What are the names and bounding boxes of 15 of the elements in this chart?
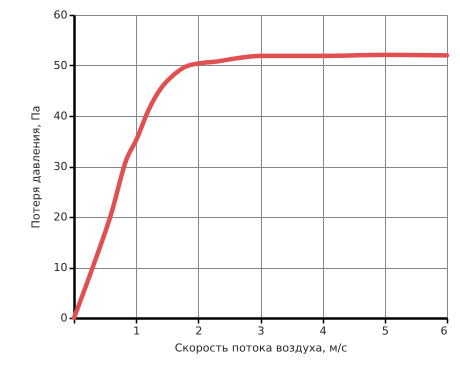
x-tick-label: 6 xyxy=(440,324,448,338)
x-tick-label: 2 xyxy=(195,324,202,338)
x-tick-label: 5 xyxy=(382,324,389,338)
x-tick-label: 1 xyxy=(133,324,140,338)
x-axis-title: Скорость потока воздуха, м/с xyxy=(174,342,348,354)
y-tick-label: 30 xyxy=(54,160,68,173)
y-tick-label: 50 xyxy=(54,59,68,72)
y-tick-label: 60 xyxy=(54,8,68,22)
x-tick-label: 3 xyxy=(258,324,264,338)
x-tick-label: 4 xyxy=(320,324,327,338)
y-tick-label: 0 xyxy=(60,312,68,324)
y-tick-label: 10 xyxy=(54,261,68,274)
y-axis-title: Потеря давления, Па xyxy=(30,106,43,228)
y-tick-label: 20 xyxy=(54,210,68,224)
y-tick-label: 40 xyxy=(54,110,68,122)
